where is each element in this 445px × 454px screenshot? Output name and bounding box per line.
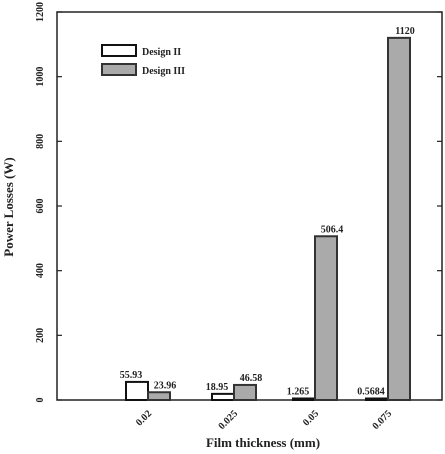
y-tick-label: 600 (35, 199, 46, 214)
data-label: 18.95 (206, 382, 229, 393)
y-tick-label: 0 (35, 398, 46, 403)
data-label: 23.96 (154, 380, 177, 391)
x-tick-label: 0.02 (134, 408, 154, 428)
bar-design-ii (292, 397, 316, 401)
bar-design-iii (233, 383, 257, 402)
data-label: 1120 (395, 26, 414, 37)
legend-swatch-design-ii (101, 44, 137, 57)
y-tick-label: 200 (35, 328, 46, 343)
x-tick-label: 0.025 (216, 408, 240, 432)
y-tick-label: 800 (35, 134, 46, 149)
bar-design-ii (211, 392, 235, 401)
x-axis-title: Film thickness (mm) (206, 435, 320, 450)
plot-area: 0 200 400 600 800 1000 1200 0.02 55.93 23.96 0.025… (35, 2, 443, 432)
data-label: 46.58 (240, 373, 263, 384)
bar-design-iii (387, 36, 411, 401)
legend-label: Design II (142, 47, 181, 58)
data-label: 506.4 (321, 224, 344, 235)
data-label: 55.93 (120, 370, 143, 381)
legend-swatch-design-iii (101, 63, 137, 76)
y-tick-label: 1200 (35, 2, 46, 22)
y-tick-label: 400 (35, 263, 46, 278)
y-tick-label: 1000 (35, 67, 46, 87)
bar-design-iii (147, 391, 171, 401)
legend-label: Design III (142, 66, 185, 77)
bar-design-ii (365, 397, 389, 401)
y-axis-title: Power Losses (W) (1, 157, 16, 256)
x-tick-label: 0.05 (301, 408, 321, 428)
data-label: 0.5684 (357, 387, 385, 398)
bar-design-ii (125, 380, 149, 401)
x-tick-label: 0.075 (370, 408, 394, 432)
bar-design-iii (314, 235, 338, 401)
data-label: 1.265 (287, 387, 310, 398)
